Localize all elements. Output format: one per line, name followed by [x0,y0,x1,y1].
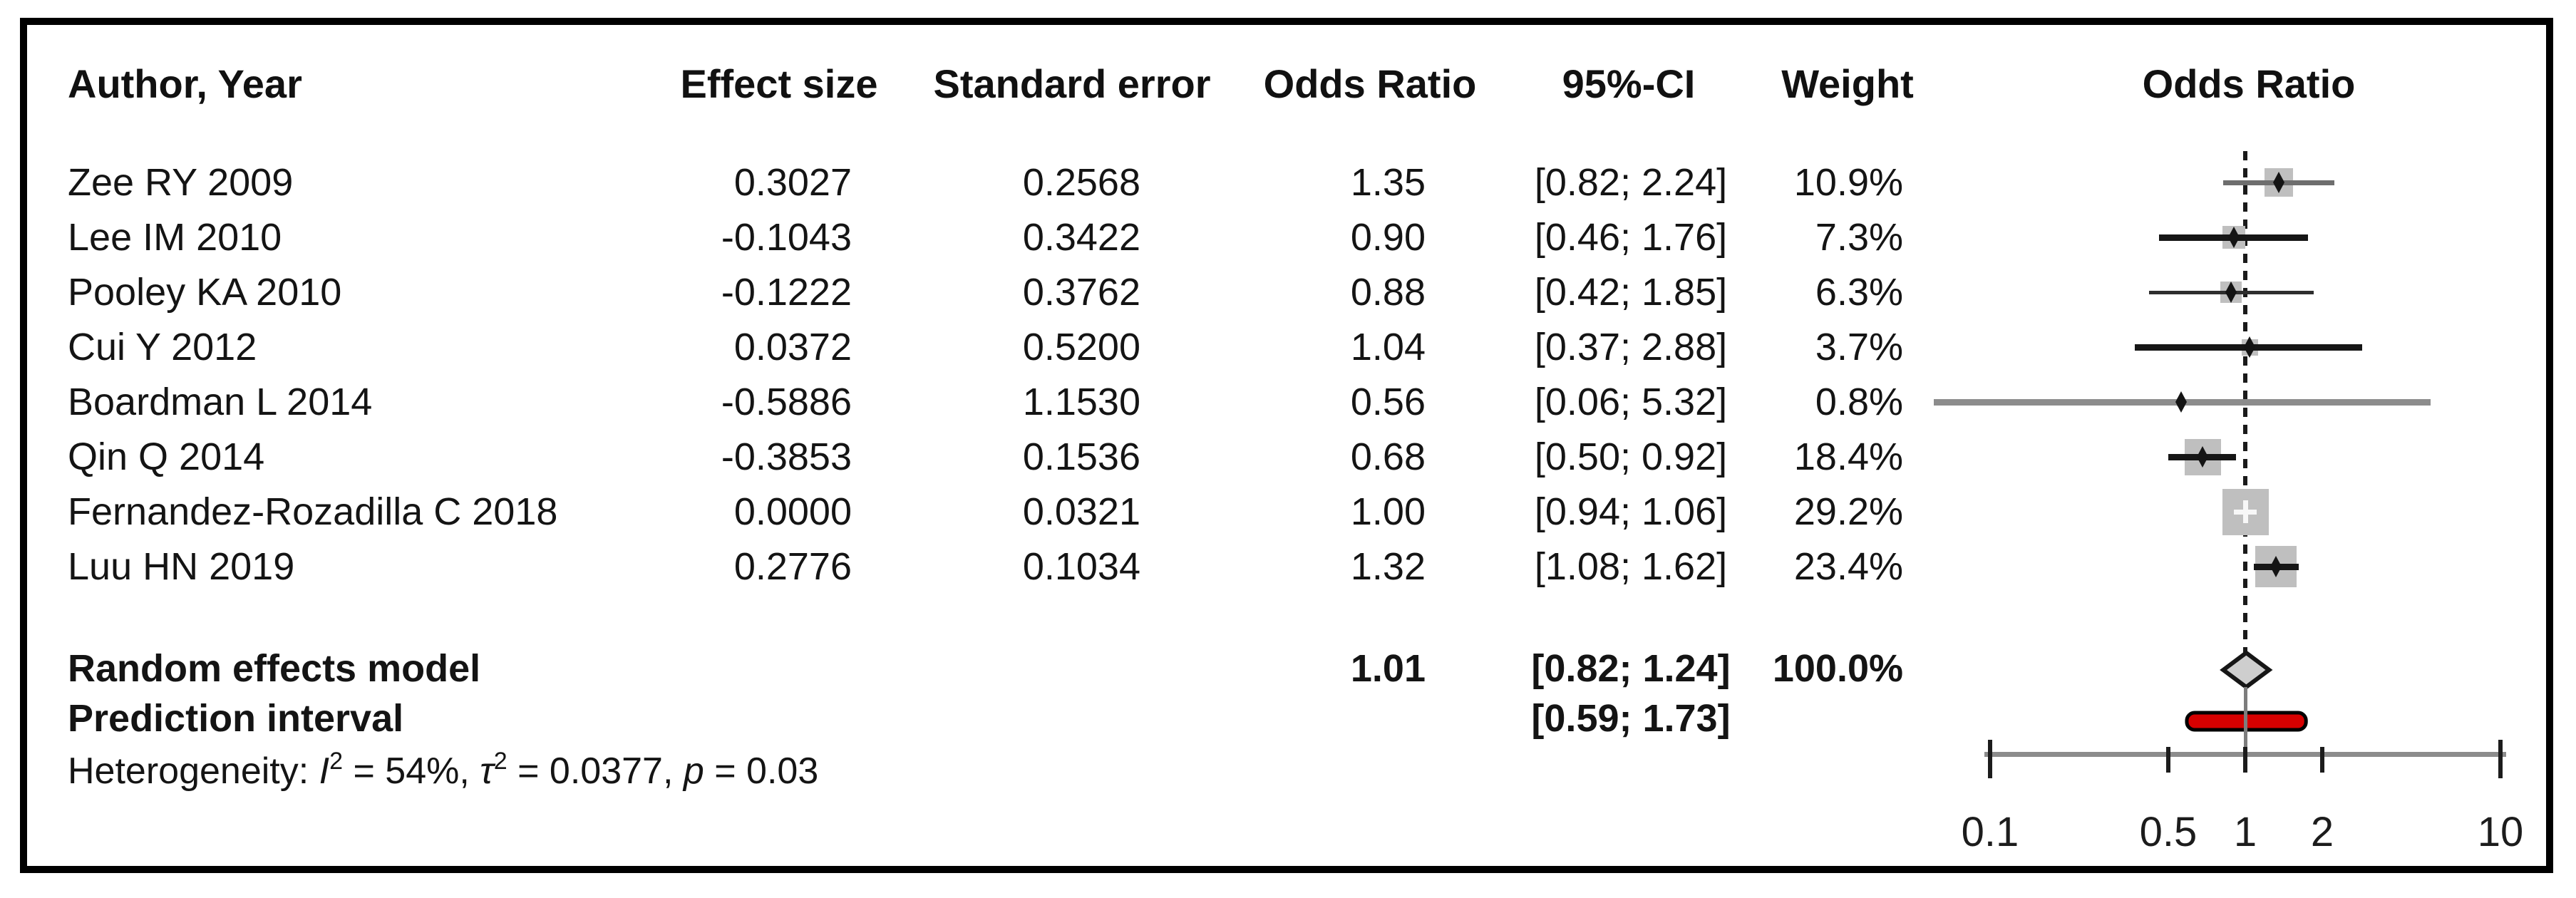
study-ci: [1.08; 1.62] [1534,545,1728,588]
study-odds-ratio: 0.88 [1350,271,1426,314]
study-author: Pooley KA 2010 [68,271,342,314]
x-axis-tick [2498,740,2503,778]
study-author: Luu HN 2019 [68,545,295,588]
study-weight: 10.9% [1793,161,1903,204]
study-effect-size: -0.1043 [721,216,852,259]
study-odds-ratio: 0.56 [1350,381,1426,423]
summary-prediction-label: Prediction interval [68,697,404,740]
study-standard-error: 0.1034 [1022,545,1140,588]
study-odds-ratio: 1.32 [1350,545,1426,588]
study-ci: [0.37; 2.88] [1534,326,1728,368]
heterogeneity-segment: = 54%, [343,750,480,792]
study-weight: 18.4% [1793,435,1903,478]
x-axis-tick-label: 2 [2310,809,2334,855]
col-header-effect-size: Effect size [680,61,878,106]
summary-prediction-ci: [0.59; 1.73] [1531,697,1731,740]
heterogeneity-segment: 2 [493,748,508,775]
col-header-ci: 95%-CI [1562,61,1696,106]
x-axis-tick [2320,747,2324,773]
x-axis-tick [2243,747,2247,773]
study-point-marker [2244,336,2255,358]
study-effect-size: 0.0000 [733,490,852,533]
study-point-marker [2225,282,2237,303]
study-standard-error: 0.0321 [1022,490,1140,533]
study-weight: 7.3% [1815,216,1903,259]
study-weight: 3.7% [1815,326,1903,368]
x-axis-tick-label: 0.1 [1961,809,2019,855]
study-standard-error: 0.3762 [1022,271,1140,314]
col-header-plot-odds-ratio: Odds Ratio [2142,61,2356,106]
summary-random-weight: 100.0% [1772,647,1903,690]
study-ci: [0.42; 1.85] [1534,271,1728,314]
study-ci: [0.94; 1.06] [1534,490,1728,533]
summary-random-label: Random effects model [68,647,481,690]
study-ci: [0.46; 1.76] [1534,216,1728,259]
study-author: Lee IM 2010 [68,216,282,259]
col-header-odds-ratio: Odds Ratio [1263,61,1477,106]
x-axis-tick-label: 0.5 [2139,809,2198,855]
study-odds-ratio: 1.04 [1350,326,1426,368]
study-odds-ratio: 0.90 [1350,216,1426,259]
study-weight: 29.2% [1793,490,1903,533]
study-effect-size: -0.1222 [721,271,852,314]
study-effect-size: 0.0372 [733,326,852,368]
heterogeneity-segment: p [683,750,704,792]
study-ci: [0.82; 2.24] [1534,161,1728,204]
study-ci: [0.06; 5.32] [1534,381,1728,423]
study-effect-size: -0.3853 [721,435,852,478]
study-standard-error: 0.3422 [1022,216,1140,259]
study-author: Zee RY 2009 [68,161,294,204]
heterogeneity-segment: Heterogeneity: [68,750,319,792]
heterogeneity-segment: = 0.0377, [507,750,684,792]
x-axis-tick [1988,740,1992,778]
col-header-author: Author, Year [68,61,302,106]
heterogeneity-segment: = 0.03 [704,750,819,792]
reference-line-solid [2244,687,2247,768]
study-ci: [0.50; 0.92] [1534,435,1728,478]
study-weight: 0.8% [1815,381,1903,423]
study-point-marker [2175,391,2187,413]
heterogeneity-note: Heterogeneity: I2 = 54%, τ2 = 0.0377, p … [68,748,818,794]
study-odds-ratio: 1.35 [1350,161,1426,204]
study-author: Qin Q 2014 [68,435,265,478]
study-standard-error: 1.1530 [1022,381,1140,423]
study-point-marker [2228,227,2240,248]
study-effect-size: 0.2776 [733,545,852,588]
summary-random-ci: [0.82; 1.24] [1531,647,1731,690]
study-point-marker [2197,446,2208,468]
heterogeneity-segment: I [319,750,330,792]
study-author: Boardman L 2014 [68,381,373,423]
x-axis-tick [2166,747,2170,773]
study-standard-error: 0.2568 [1022,161,1140,204]
study-weight: 6.3% [1815,271,1903,314]
study-point-marker [2243,500,2248,523]
study-weight: 23.4% [1793,545,1903,588]
col-header-weight: Weight [1781,61,1914,106]
summary-random-or: 1.01 [1350,647,1426,690]
study-author: Fernandez-Rozadilla C 2018 [68,490,558,533]
study-standard-error: 0.5200 [1022,326,1140,368]
figure-border [20,18,2553,873]
study-point-marker [2273,172,2284,193]
heterogeneity-segment: τ [480,750,494,792]
col-header-standard-error: Standard error [933,61,1211,106]
study-odds-ratio: 1.00 [1350,490,1426,533]
study-odds-ratio: 0.68 [1350,435,1426,478]
study-standard-error: 0.1536 [1022,435,1140,478]
study-effect-size: -0.5886 [721,381,852,423]
study-effect-size: 0.3027 [733,161,852,204]
study-author: Cui Y 2012 [68,326,257,368]
x-axis-tick-label: 1 [2233,809,2257,855]
x-axis-tick-label: 10 [2477,809,2524,855]
study-point-marker [2270,556,2282,577]
heterogeneity-segment: 2 [329,748,344,775]
